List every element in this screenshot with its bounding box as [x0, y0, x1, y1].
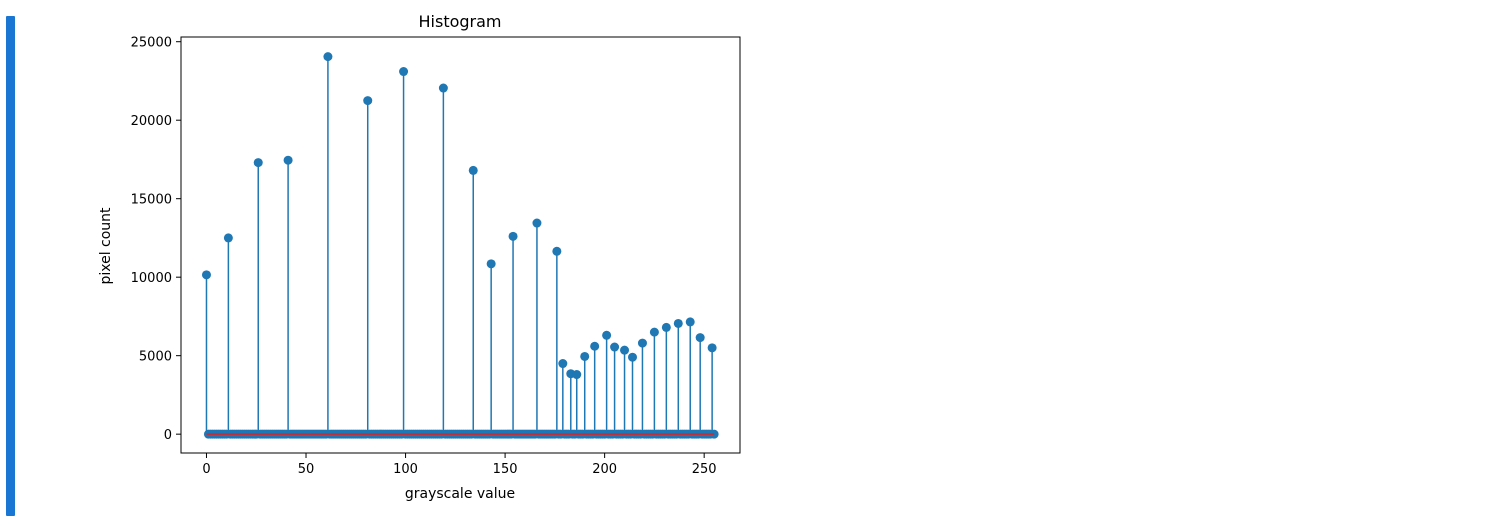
stem-marker [590, 341, 600, 351]
stem-marker [610, 342, 620, 352]
stem-marker [532, 218, 542, 228]
stem-marker [486, 259, 496, 269]
stem-marker [399, 67, 409, 77]
stem-marker [572, 370, 582, 380]
stem-marker [552, 246, 562, 256]
axes-frame [180, 36, 741, 454]
x-tick-label: 50 [298, 462, 315, 477]
x-tick-label: 150 [493, 462, 518, 477]
stem-marker [637, 338, 647, 348]
cell-indicator-bar [6, 16, 15, 516]
chart-title: Histogram [419, 12, 502, 31]
stem-marker [283, 155, 293, 165]
stem-marker [602, 330, 612, 340]
stem-marker [580, 351, 590, 361]
y-tick-label: 25000 [131, 36, 172, 51]
stem-marker [323, 52, 333, 62]
x-tick-label: 0 [202, 462, 210, 477]
y-tick-label: 10000 [131, 271, 172, 286]
stem-marker [685, 317, 695, 327]
stem-marker [253, 158, 263, 168]
stem-marker [508, 231, 518, 241]
stem-marker [438, 83, 448, 93]
stem-marker [628, 352, 637, 362]
y-tick-label: 20000 [131, 114, 172, 129]
stem-marker [707, 343, 717, 353]
stem-marker [558, 359, 568, 369]
stem-marker [363, 96, 373, 106]
y-tick-label: 0 [164, 428, 172, 443]
y-axis-label: pixel count [98, 207, 114, 285]
stem-marker [620, 345, 630, 355]
stem-marker [223, 233, 233, 243]
x-axis-label: grayscale value [405, 486, 515, 502]
stem-marker [695, 333, 705, 343]
y-tick-label: 5000 [139, 350, 172, 365]
stem-marker [649, 327, 659, 337]
stem-marker [201, 270, 211, 280]
y-tick-label: 15000 [131, 193, 172, 208]
stem-marker [673, 318, 683, 328]
stem-marker [661, 322, 671, 332]
x-tick-label: 250 [692, 462, 717, 477]
x-tick-label: 100 [393, 462, 418, 477]
x-tick-label: 200 [592, 462, 617, 477]
plot-area: 0 50 100 150 200 250 0 5000 10000 15000 20000 25000 [131, 36, 719, 477]
stem-marker [468, 165, 478, 175]
